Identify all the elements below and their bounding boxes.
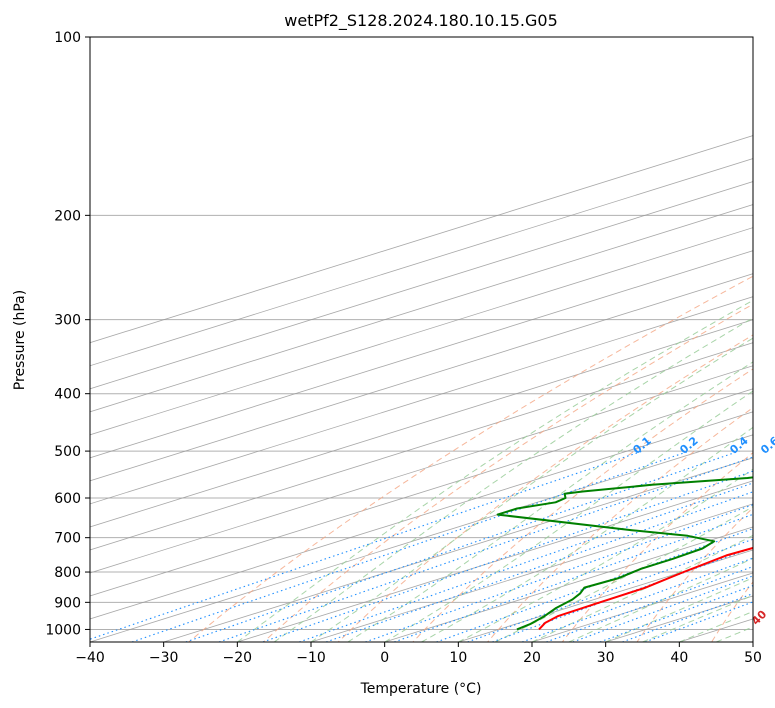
chart-title: wetPf2_S128.2024.180.10.15.G05 (284, 11, 558, 31)
isotherm-line (90, 365, 753, 574)
isotherm-line (752, 641, 753, 642)
y-tick-label: 600 (54, 491, 81, 507)
mixing-ratio-label: 0.6 (758, 434, 775, 457)
isotherm-line (90, 250, 753, 459)
isotherm-line (90, 135, 753, 344)
mixing-ratio-label: 0.2 (677, 434, 700, 456)
isotherm-line (90, 296, 753, 505)
isotherm-line (90, 319, 753, 528)
background-lines (90, 37, 753, 642)
mixing-ratio-line (521, 557, 753, 642)
mixing-ratio-line (185, 450, 740, 642)
x-axis-label: Temperature (°C) (360, 681, 482, 697)
temperature-profile (538, 546, 753, 631)
mixing-ratio-label: 0.4 (727, 434, 751, 457)
isotherm-line (90, 227, 753, 436)
x-tick-label: 40 (670, 650, 688, 666)
x-tick-label: 0 (380, 650, 389, 666)
y-tick-label: 1000 (45, 622, 81, 638)
isotherm-line (237, 480, 753, 642)
x-tick-label: −20 (223, 650, 253, 666)
isotherm-line (90, 411, 753, 620)
mixing-ratio-line (218, 456, 753, 642)
dry-adiabat-line (263, 303, 753, 642)
mixing-ratio-line (131, 450, 690, 642)
isotherm-line (384, 526, 753, 642)
dry-adiabat-line (337, 334, 753, 642)
x-tick-label: −10 (296, 650, 326, 666)
y-tick-label: 700 (54, 531, 81, 547)
mixing-ratio-line (299, 482, 753, 642)
x-axis-ticks: −40 −30 −20 −10 0 10 20 30 40 50 (75, 642, 762, 666)
x-tick-label: 50 (744, 650, 762, 666)
moist-adiabat-line (384, 390, 753, 642)
y-tick-label: 900 (54, 595, 81, 611)
isotherm-line (90, 204, 753, 413)
y-axis-ticks: 100 200 300 400 500 600 700 800 900 1000 (45, 30, 90, 638)
y-tick-label: 500 (54, 444, 81, 460)
y-axis-label: Pressure (hPa) (12, 290, 28, 390)
isotherm-line (310, 503, 753, 642)
plot-frame (89, 36, 754, 643)
moist-adiabat-line (568, 557, 753, 642)
y-tick-label: 100 (54, 30, 81, 46)
dry-adiabat-line (711, 581, 753, 642)
isotherm-line (163, 457, 753, 642)
moist-adiabat-line (310, 337, 753, 642)
mixing-ratio-line (572, 575, 753, 642)
dry-adiabat-line (412, 368, 753, 642)
isotherm-line (90, 388, 753, 597)
isotherm-line (90, 273, 753, 482)
x-tick-label: −40 (75, 650, 105, 666)
mixing-ratio-line (546, 565, 753, 642)
x-tick-label: 20 (523, 650, 541, 666)
x-tick-label: −30 (149, 650, 179, 666)
x-tick-label: 10 (449, 650, 467, 666)
moist-adiabat-line (494, 505, 753, 642)
isotherm-line (90, 342, 753, 551)
moist-adiabat-line (237, 299, 753, 642)
isotherm-line (90, 434, 753, 642)
profile-curves (496, 476, 753, 631)
y-tick-label: 200 (54, 208, 81, 224)
mixing-ratio-label: 0.1 (631, 434, 654, 456)
x-tick-label: 30 (597, 650, 615, 666)
isotherm-line (90, 158, 753, 367)
mixing-ratio-line (599, 584, 753, 642)
isotherm-line (90, 181, 753, 390)
y-tick-label: 400 (54, 387, 81, 403)
isotherm-label: 40 (749, 608, 769, 628)
moist-adiabat-line (605, 577, 753, 642)
y-tick-label: 300 (54, 313, 81, 329)
y-tick-label: 800 (54, 565, 81, 581)
mixing-ratio-line (622, 593, 753, 642)
mixing-ratio-line (325, 491, 753, 642)
moist-adiabat-line (642, 594, 753, 642)
moist-adiabat-line (347, 361, 753, 642)
dry-adiabat-line (188, 275, 753, 642)
moist-adiabat-line (273, 317, 753, 642)
dewpoint-profile (496, 476, 753, 631)
mixing-ratio-line (492, 547, 753, 642)
mixing-ratio-line (467, 538, 753, 642)
mixing-ratio-line (90, 450, 643, 640)
moist-adiabat-line (421, 426, 753, 642)
dry-adiabat-line (487, 406, 753, 642)
dry-adiabat-line (636, 506, 753, 642)
